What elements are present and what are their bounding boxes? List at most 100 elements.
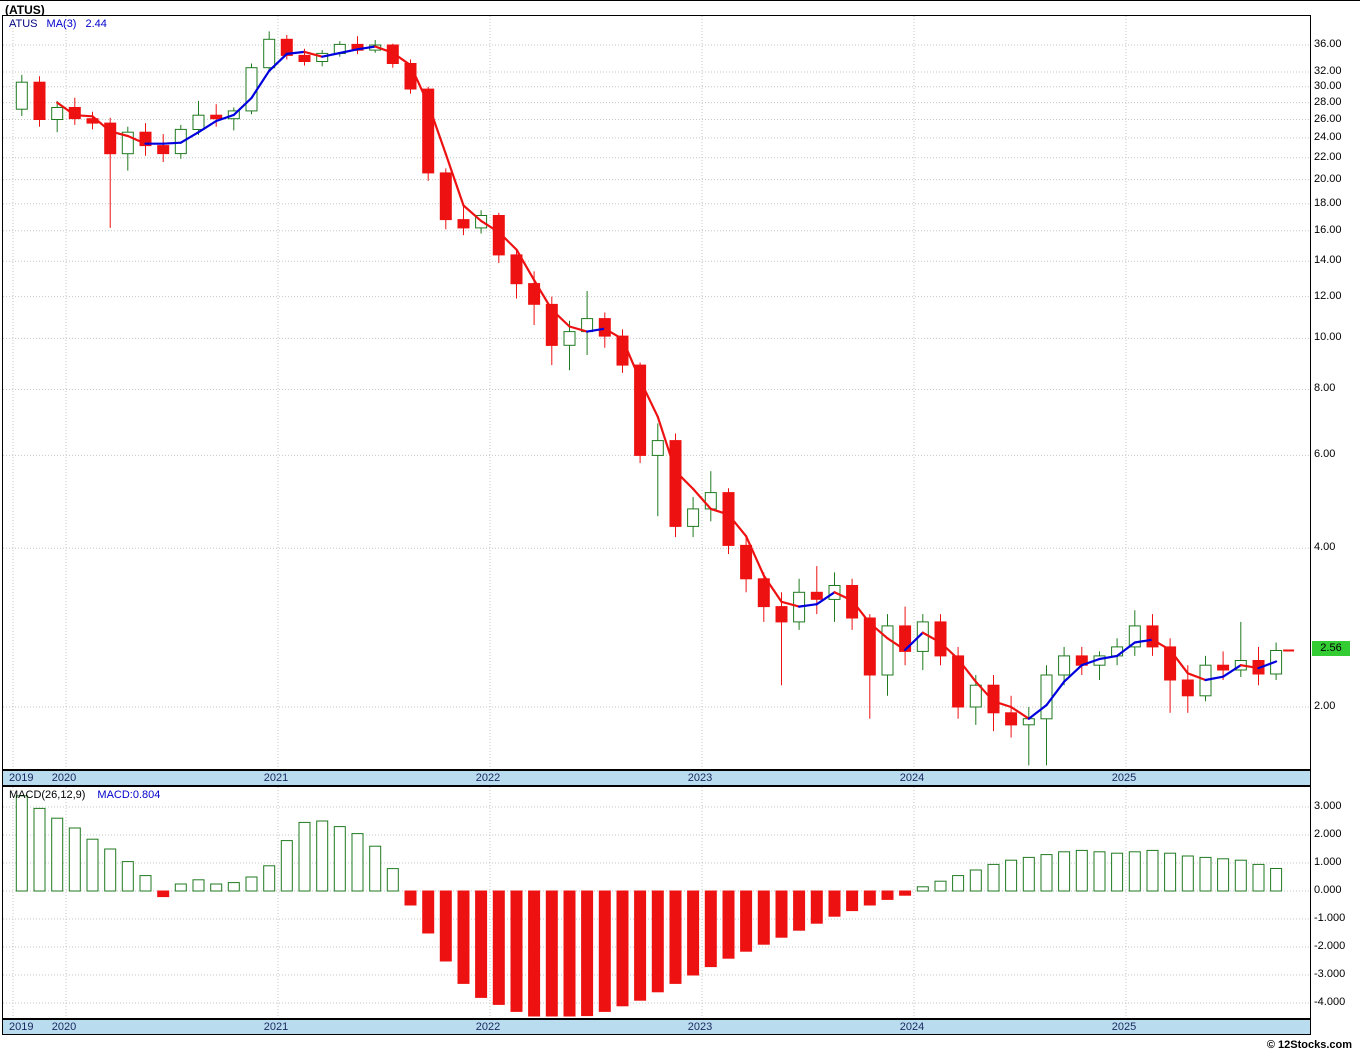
year-label: 2023	[687, 772, 713, 784]
macd-grid	[3, 787, 1310, 1018]
macd-bar	[1005, 859, 1018, 892]
macd-bar	[793, 890, 806, 931]
macd-bar	[1146, 849, 1159, 892]
macd-bar	[634, 890, 647, 1001]
page-title: (ATUS)	[5, 3, 45, 17]
macd-bar	[1111, 852, 1124, 892]
candle	[634, 364, 647, 456]
macd-axis-label: -4.000	[1314, 996, 1346, 1008]
macd-bar	[263, 865, 276, 892]
x-axis-years-top: 2019 2020 2021 2022 2023 2024 2025	[2, 770, 1311, 786]
candle	[545, 303, 558, 346]
candle	[810, 591, 823, 600]
macd-bar	[404, 890, 417, 906]
macd-bar	[280, 840, 293, 892]
year-label: 2024	[899, 772, 925, 784]
price-axis-label: 18.00	[1314, 197, 1342, 209]
macd-bar	[810, 890, 823, 924]
year-label: 2022	[475, 772, 501, 784]
price-axis-label: 32.00	[1314, 65, 1342, 77]
macd-bar	[245, 876, 258, 892]
macd-bar	[881, 890, 894, 900]
macd-bar	[1252, 863, 1265, 892]
macd-bar	[598, 890, 611, 1012]
year-label: 2025	[1111, 1021, 1137, 1033]
macd-params-label: MACD(26,12,9)	[9, 789, 86, 801]
price-axis-label: 26.00	[1314, 113, 1342, 125]
macd-bar	[316, 820, 329, 892]
macd-bar	[775, 890, 788, 938]
year-label: 2021	[263, 772, 289, 784]
candle	[1040, 674, 1053, 720]
macd-bar	[1234, 859, 1247, 892]
price-legend: ATUS MA(3) 2.44	[9, 18, 116, 30]
candle	[1128, 625, 1141, 648]
macd-axis-label: 2.000	[1314, 828, 1342, 840]
candle	[68, 107, 81, 120]
macd-bar	[210, 883, 223, 892]
candle	[33, 81, 46, 120]
candle	[1181, 679, 1194, 697]
candle	[192, 114, 205, 130]
symbol-label: ATUS	[9, 18, 38, 30]
macd-bar	[1164, 852, 1177, 892]
macd-bar	[174, 883, 187, 892]
year-labels-top: 2019 2020 2021 2022 2023 2024 2025	[3, 771, 1310, 785]
year-label: 2019	[9, 772, 34, 784]
macd-bar	[669, 890, 682, 984]
candle	[775, 606, 788, 623]
candle	[934, 621, 947, 657]
candle	[687, 508, 700, 527]
candle	[210, 114, 223, 120]
candle	[987, 684, 1000, 714]
price-y-axis: 36.00 32.00 30.00 28.00 26.00 24.00 22.00 20.00…	[1314, 15, 1359, 770]
candle	[704, 492, 717, 510]
candle	[15, 81, 28, 110]
macd-bar	[545, 890, 558, 1017]
year-labels-bottom: 2019 2020 2021 2022 2023 2024 2025	[3, 1020, 1310, 1034]
title-bar: (ATUS)	[0, 1, 1360, 17]
macd-bar	[492, 890, 505, 1005]
price-axis-label: 22.00	[1314, 151, 1342, 163]
year-label: 2021	[263, 1021, 289, 1033]
price-chart-panel: ATUS MA(3) 2.44	[2, 15, 1311, 770]
macd-bar	[157, 890, 170, 898]
macd-bar	[86, 838, 99, 892]
candle	[969, 684, 982, 708]
macd-bar	[333, 826, 346, 892]
macd-bar	[916, 886, 929, 892]
candle	[1164, 646, 1177, 681]
year-label: 2020	[51, 1021, 77, 1033]
price-grid	[3, 16, 1310, 769]
macd-bar	[121, 861, 134, 892]
price-axis-label: 2.00	[1314, 700, 1336, 712]
candle	[1005, 712, 1018, 726]
macd-bar	[1093, 851, 1106, 892]
macd-panel: MACD(26,12,9) MACD:0.804	[2, 786, 1311, 1019]
candle	[263, 38, 276, 69]
last-price-badge: 2.56	[1312, 641, 1350, 656]
macd-bar	[139, 875, 152, 892]
macd-value-label: MACD:0.804	[97, 789, 161, 801]
macd-axis-label: 3.000	[1314, 800, 1342, 812]
ma-label: MA(3)	[46, 18, 77, 30]
macd-histogram	[15, 795, 1283, 1017]
candle	[899, 625, 912, 652]
candle	[386, 44, 399, 64]
macd-bar	[192, 879, 205, 892]
candle	[121, 131, 134, 155]
candle	[104, 122, 117, 155]
macd-bar	[227, 882, 240, 892]
macd-bar	[740, 890, 753, 952]
candle	[563, 331, 576, 346]
candle	[298, 54, 311, 63]
macd-bar	[987, 863, 1000, 892]
price-axis-label: 10.00	[1314, 331, 1342, 343]
macd-bar	[1128, 851, 1141, 892]
candle	[881, 625, 894, 676]
year-label: 2022	[475, 1021, 501, 1033]
price-axis-label: 30.00	[1314, 80, 1342, 92]
macd-bar	[422, 890, 435, 934]
price-axis-label: 28.00	[1314, 96, 1342, 108]
macd-axis-label: -1.000	[1314, 912, 1346, 924]
